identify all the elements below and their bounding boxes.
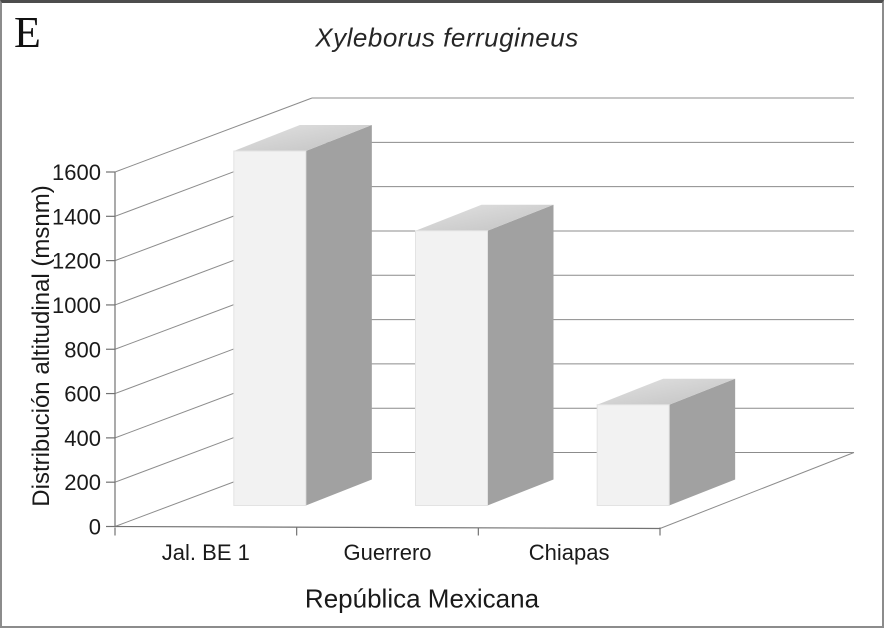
y-tick-label: 400 bbox=[64, 426, 101, 451]
y-tick-label: 1000 bbox=[52, 293, 101, 318]
chart-title: Xyleborus ferrugineus bbox=[315, 22, 579, 53]
y-tick-label: 1200 bbox=[52, 249, 101, 274]
bar-front-face bbox=[596, 404, 670, 506]
bar-top-face bbox=[597, 378, 736, 405]
y-tick-label: 0 bbox=[89, 515, 101, 540]
y-tick-label: 800 bbox=[64, 337, 101, 362]
panel-label: E bbox=[14, 8, 41, 57]
bar-top-face bbox=[233, 125, 372, 151]
y-tick-label: 600 bbox=[64, 382, 101, 407]
bar-side-face bbox=[669, 378, 736, 506]
y-tick-label: 1600 bbox=[52, 160, 101, 185]
y-tick-label: 200 bbox=[64, 470, 101, 495]
chart-canvas: 0 200 400 600 800 1000 1200 1400 1600 Jal. BE 1 Gu… bbox=[52, 97, 855, 565]
floor-right-edge bbox=[659, 452, 855, 529]
bar-front-face bbox=[415, 230, 488, 506]
x-category-label: Chiapas bbox=[529, 540, 610, 565]
bar-side-face bbox=[487, 204, 554, 506]
bar-top-face bbox=[415, 204, 554, 231]
x-category-label: Jal. BE 1 bbox=[162, 540, 250, 565]
bar-front-face bbox=[233, 150, 307, 506]
x-axis-title: República Mexicana bbox=[304, 583, 540, 614]
bar-side-face bbox=[305, 125, 372, 506]
y-tick-label: 1400 bbox=[52, 204, 101, 229]
sidewall-gridline bbox=[114, 97, 313, 173]
x-axis-line bbox=[114, 525, 661, 530]
x-category-label: Guerrero bbox=[343, 540, 431, 565]
